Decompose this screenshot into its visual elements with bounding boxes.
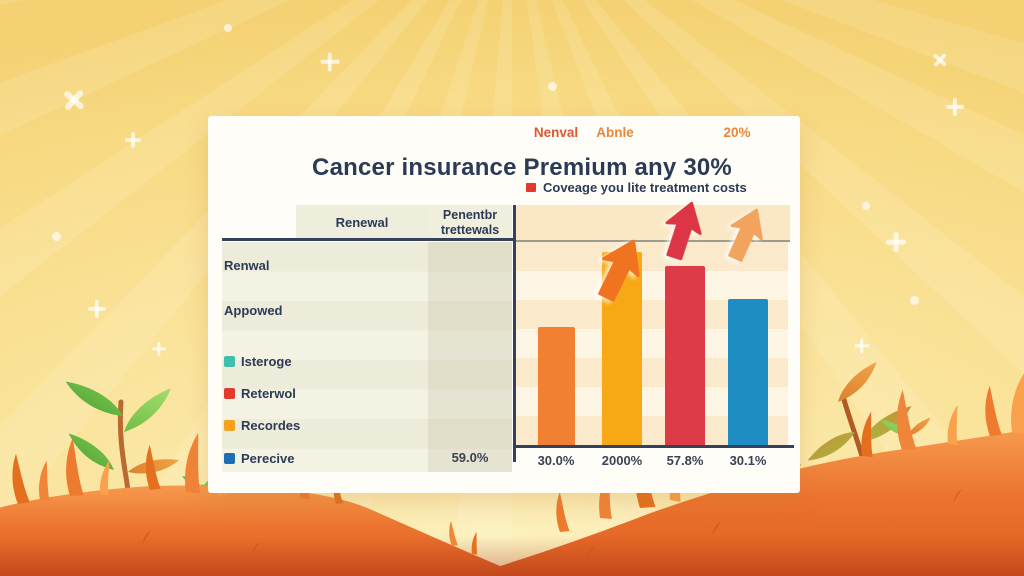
- chart-top-rule: [516, 240, 790, 242]
- hill-sprigs: [131, 489, 962, 558]
- sparkle-icon: [125, 132, 141, 148]
- sparkle-icon: [862, 202, 870, 210]
- sparkle-icon: [320, 52, 339, 71]
- table-row: Appowed: [224, 301, 283, 319]
- sparkle-icon: [224, 24, 232, 32]
- sparkle-icon: [548, 82, 557, 91]
- sparkle-icon: [886, 232, 906, 252]
- sparkle-icon: [910, 296, 919, 305]
- table-body: [222, 242, 512, 472]
- x-axis-label: 2000%: [601, 453, 643, 468]
- legend-note: Coveage you lite treatment costs: [526, 180, 747, 195]
- bar-group: [516, 242, 788, 445]
- chart-header-label: 20%: [723, 125, 751, 140]
- legend-swatch-icon: [224, 387, 235, 399]
- scenery-illustration: [0, 362, 1024, 576]
- table-header-penentbr: Penentbr trettewals: [428, 205, 512, 240]
- table-row: Perecive: [224, 449, 295, 467]
- legend-note-label: Coveage you lite treatment costs: [543, 180, 747, 195]
- row-label: Perecive: [241, 450, 295, 466]
- table-row: Isteroge: [224, 352, 292, 370]
- x-axis-label: 30.1%: [729, 453, 767, 468]
- x-axis-label: 30.0%: [537, 453, 575, 468]
- row-label: Renwal: [224, 257, 270, 273]
- table-row: Reterwol: [224, 384, 296, 402]
- up-arrow-icon: [665, 201, 702, 261]
- table-header-rule: [222, 238, 514, 241]
- chart-header-label: Nenval: [533, 125, 579, 140]
- table-column2-shade: [428, 242, 512, 472]
- sparkle-icon: [88, 300, 106, 318]
- table-value: 59.0%: [451, 450, 489, 465]
- legend-swatch-icon: [224, 355, 235, 367]
- chart-header-label: Abnle: [596, 125, 634, 140]
- row-label: Appowed: [224, 302, 283, 318]
- row-label: Recordes: [241, 417, 301, 433]
- table-chart-divider: [513, 205, 516, 462]
- sparkle-icon: [52, 232, 61, 241]
- legend-swatch-icon: [224, 452, 235, 464]
- row-label: Isteroge: [241, 353, 292, 369]
- up-arrow-icon: [728, 208, 763, 262]
- x-axis-label: 57.8%: [666, 453, 704, 468]
- row-label: Reterwol: [241, 385, 296, 401]
- table-row: Renwal: [224, 256, 270, 274]
- sparkle-icon: [946, 98, 964, 116]
- hills: [0, 430, 1024, 576]
- page-title: Cancer insurance Premium any 30%: [312, 154, 732, 181]
- up-arrow-icon: [598, 239, 640, 302]
- legend-swatch-icon: [224, 419, 235, 431]
- table-header-renewal: Renewal: [296, 205, 428, 240]
- bar: [728, 298, 768, 445]
- x-axis-line: [513, 445, 794, 448]
- legend-bullet-icon: [526, 183, 536, 192]
- bar: [665, 266, 705, 445]
- infographic-card: Cancer insurance Premium any 30% Coveage…: [208, 116, 800, 493]
- bar: [538, 327, 575, 445]
- table-row: Recordes: [224, 416, 300, 434]
